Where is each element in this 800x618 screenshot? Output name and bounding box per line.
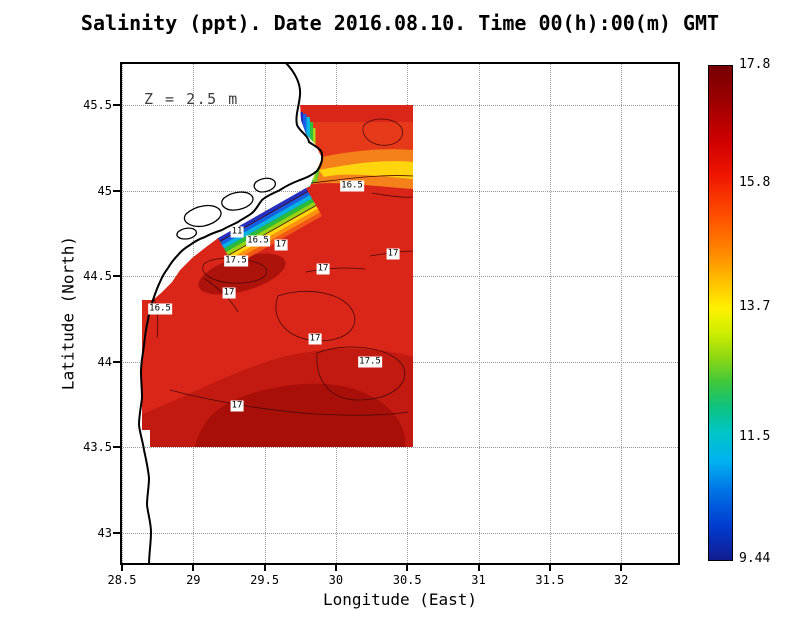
contour-label: 17 bbox=[308, 333, 322, 345]
colorbar-tick-label: 9.44 bbox=[739, 551, 771, 566]
x-tick-mark bbox=[406, 565, 409, 571]
contour-label: 17 bbox=[386, 248, 400, 260]
x-tick-mark bbox=[334, 565, 337, 571]
gridline-y bbox=[120, 532, 680, 534]
colorbar-tick-label: 11.5 bbox=[739, 429, 771, 445]
contour-label: 16.5 bbox=[148, 303, 172, 315]
contour-label-layer: 16.5 11 16.5 17 17.5 17 17 17 16.5 17 17.5 17 bbox=[120, 62, 680, 565]
contour-label: 17 bbox=[222, 287, 236, 299]
x-tick-label: 31 bbox=[471, 573, 486, 587]
contour-label: 16.5 bbox=[340, 180, 364, 192]
x-axis-label: Longitude (East) bbox=[322, 590, 478, 609]
x-tick-label: 30 bbox=[328, 573, 344, 587]
y-tick-mark bbox=[113, 531, 120, 534]
y-tick-mark bbox=[113, 104, 120, 106]
x-tick-label: 29 bbox=[186, 573, 201, 587]
y-axis-label: Latitude (North) bbox=[58, 235, 78, 391]
x-tick-mark bbox=[620, 565, 623, 571]
colorbar-tick-label: 17.8 bbox=[739, 57, 771, 72]
contour-label: 17.5 bbox=[224, 255, 248, 267]
x-tick-label: 28.5 bbox=[107, 573, 137, 587]
y-tick-mark bbox=[113, 189, 120, 192]
y-tick-label: 45 bbox=[97, 183, 112, 198]
gridline-y bbox=[120, 447, 680, 448]
gridline-x bbox=[621, 62, 623, 565]
contour-label: 17 bbox=[274, 239, 288, 251]
x-tick-mark bbox=[477, 565, 480, 571]
x-tick-label: 30.5 bbox=[392, 573, 422, 587]
y-tick-label: 43.5 bbox=[83, 440, 112, 454]
gridline-x bbox=[478, 62, 480, 565]
y-tick-label: 44 bbox=[97, 354, 112, 369]
y-axis: 45.5 45 44.5 44 43.5 43 bbox=[58, 62, 112, 565]
depth-annotation: Z = 2.5 m bbox=[144, 90, 239, 108]
x-tick-mark bbox=[121, 565, 123, 571]
x-tick-mark bbox=[548, 565, 551, 571]
plot-title: Salinity (ppt). Date 2016.08.10. Time 00… bbox=[80, 11, 720, 35]
y-tick-label: 43 bbox=[97, 525, 112, 540]
contour-label: 17 bbox=[316, 263, 330, 275]
y-tick-label: 44.5 bbox=[83, 269, 112, 283]
x-tick-label: 29.5 bbox=[250, 573, 280, 587]
colorbar-tick-label: 13.7 bbox=[739, 299, 771, 315]
colorbar-tick-label: 15.8 bbox=[739, 175, 771, 191]
plot-area: 16.5 11 16.5 17 17.5 17 17 17 16.5 17 17.5 17 Z = 2… bbox=[120, 62, 680, 565]
colorbar-gradient bbox=[708, 65, 733, 561]
lagoon-islands bbox=[176, 177, 276, 240]
contour-label: 17.5 bbox=[358, 356, 382, 368]
x-tick-mark bbox=[263, 565, 266, 571]
contour-label: 16.5 bbox=[246, 235, 270, 247]
x-tick-mark bbox=[192, 565, 195, 571]
x-tick-label: 31.5 bbox=[535, 573, 565, 587]
y-tick-mark bbox=[113, 360, 120, 363]
gridline-x bbox=[549, 62, 551, 565]
y-tick-mark bbox=[113, 275, 120, 277]
y-tick-label: 45.5 bbox=[83, 98, 112, 112]
contour-label: 17 bbox=[230, 400, 244, 412]
x-tick-label: 32 bbox=[613, 573, 629, 587]
contour-label: 11 bbox=[230, 226, 244, 238]
y-tick-mark bbox=[113, 446, 120, 448]
contour-lines bbox=[150, 118, 413, 416]
coastline bbox=[137, 62, 324, 565]
gridline-x bbox=[122, 62, 123, 565]
